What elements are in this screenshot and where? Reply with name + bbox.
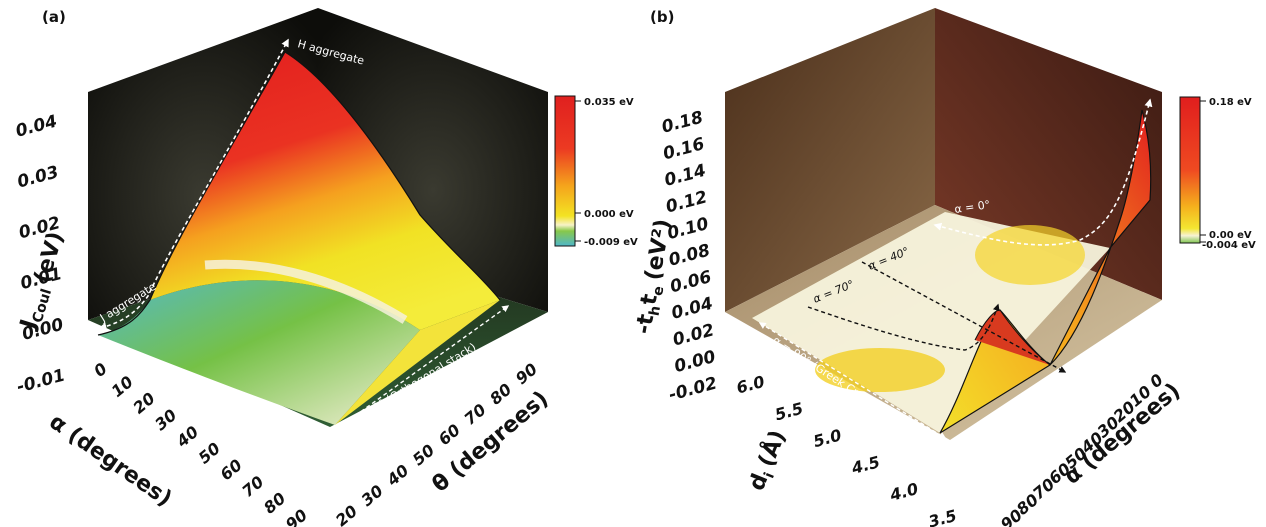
panel-b: (b) α = 0° α = 40° α = 70° α = 90° (Gree… — [631, 8, 1256, 527]
panel-b-z-title-mid: t — [636, 292, 663, 307]
panel-a-y-tick-60: 60 — [435, 420, 464, 449]
panel-b-yellow-region-2 — [975, 225, 1085, 285]
panel-a-z-tick-0.04: 0.04 — [14, 112, 60, 142]
panel-b-colorbar — [1179, 96, 1201, 244]
panel-a-x-tick-70: 70 — [238, 472, 267, 501]
panel-b-z-tick-0.18: 0.18 — [660, 107, 706, 137]
panel-a-z-tick-0.03: 0.03 — [15, 162, 61, 192]
panel-a-y-tick-70: 70 — [460, 400, 489, 429]
panel-b-z-title-unit: (eV²) — [641, 217, 676, 282]
panel-b-z-title-sub2: e — [650, 285, 667, 297]
panel-b-x-title-unit: (Å) — [753, 426, 791, 470]
panel-a-x-tick-0: 0 — [90, 359, 111, 381]
panel-b-z-tick--0.02: -0.02 — [667, 374, 720, 406]
panel-a-x-tick-60: 60 — [217, 455, 246, 484]
panel-a-label: (a) — [42, 8, 66, 26]
panel-b-z-tick-0.00: 0.00 — [672, 347, 718, 377]
cbar-a-mid-label: 0.000 eV — [584, 209, 634, 220]
panel-b-alpha0-arrow — [933, 98, 1153, 246]
panel-a-y-tick-30: 30 — [358, 481, 387, 510]
panel-a-x-tick-40: 40 — [172, 422, 202, 452]
panel-b-alpha40-arrow — [861, 261, 1067, 373]
panel-a-x-tick-90: 90 — [282, 505, 311, 527]
panel-a-x-tick-50: 50 — [195, 439, 224, 468]
alpha0-annotation: α = 0° — [954, 198, 991, 216]
panel-b-x-title-sub: i — [761, 470, 778, 480]
panel-a-h-aggregate-arrow — [98, 38, 289, 331]
panel-b-label: (b) — [650, 8, 674, 26]
cbar-a-min-label: -0.009 eV — [584, 237, 638, 248]
panel-b-x-tick-4.5: 4.5 — [849, 452, 882, 478]
panel-a-z-tick--0.01: -0.01 — [15, 366, 68, 398]
panel-b-x-tick-5.5: 5.5 — [773, 399, 805, 425]
cbar-a-max-label: 0.035 eV — [584, 97, 634, 108]
panel-b-z-tick-0.08: 0.08 — [667, 240, 713, 270]
panel-a-x-tick-20: 20 — [129, 389, 158, 418]
panel-a-y-tick-40: 40 — [382, 461, 412, 491]
panel-b-greek-cross-arrow — [758, 322, 947, 439]
panel-b-x-tick-4.0: 4.0 — [887, 479, 920, 505]
panel-b-z-tick-0.02: 0.02 — [671, 320, 717, 350]
panel-b-z-ticks: -0.020.000.020.040.060.080.100.120.140.1… — [660, 107, 720, 405]
panel-b-x-tick-3.5: 3.5 — [926, 506, 958, 527]
cbar-b-max-label: 0.18 eV — [1209, 97, 1252, 108]
panel-a-y-tick-80: 80 — [486, 380, 515, 409]
cbar-b-min-label: -0.004 eV — [1202, 240, 1256, 251]
panel-b-z-tick-0.04: 0.04 — [669, 294, 715, 324]
panel-b-x-tick-6.0: 6.0 — [734, 372, 766, 398]
panel-a-x-tick-10: 10 — [108, 372, 137, 401]
panel-a-y-tick-90: 90 — [512, 359, 541, 388]
panel-a-y-tick-50: 50 — [409, 440, 438, 469]
panel-a-colorbar — [554, 95, 576, 247]
panel-b-z-title-main: -t — [631, 312, 659, 336]
panel-b-z-tick-0.14: 0.14 — [662, 161, 708, 191]
panel-b-x-tick-5.0: 5.0 — [811, 425, 843, 451]
panel-b-z-tick-0.16: 0.16 — [661, 134, 707, 164]
panel-b-z-tick-0.06: 0.06 — [668, 267, 714, 297]
panel-b-back-left-wall — [725, 8, 935, 312]
panel-b-bump — [974, 309, 1051, 366]
panel-b-y-axis-title: α (degrees) — [1060, 378, 1186, 489]
cbar-b-mid-label: 0.00 eV — [1209, 230, 1252, 241]
panel-a-x-tick-80: 80 — [260, 489, 289, 518]
panel-a-x-tick-30: 30 — [151, 405, 180, 434]
panel-b-z-title-sub: h — [647, 305, 664, 318]
panel-b-x-axis-title: di(Å) — [743, 426, 793, 495]
panel-b-z-tick-0.12: 0.12 — [664, 187, 710, 217]
panel-a: (a) H aggregate J aggregate α = 90° (Ort… — [14, 8, 638, 527]
panel-a-y-tick-20: 20 — [332, 501, 361, 527]
